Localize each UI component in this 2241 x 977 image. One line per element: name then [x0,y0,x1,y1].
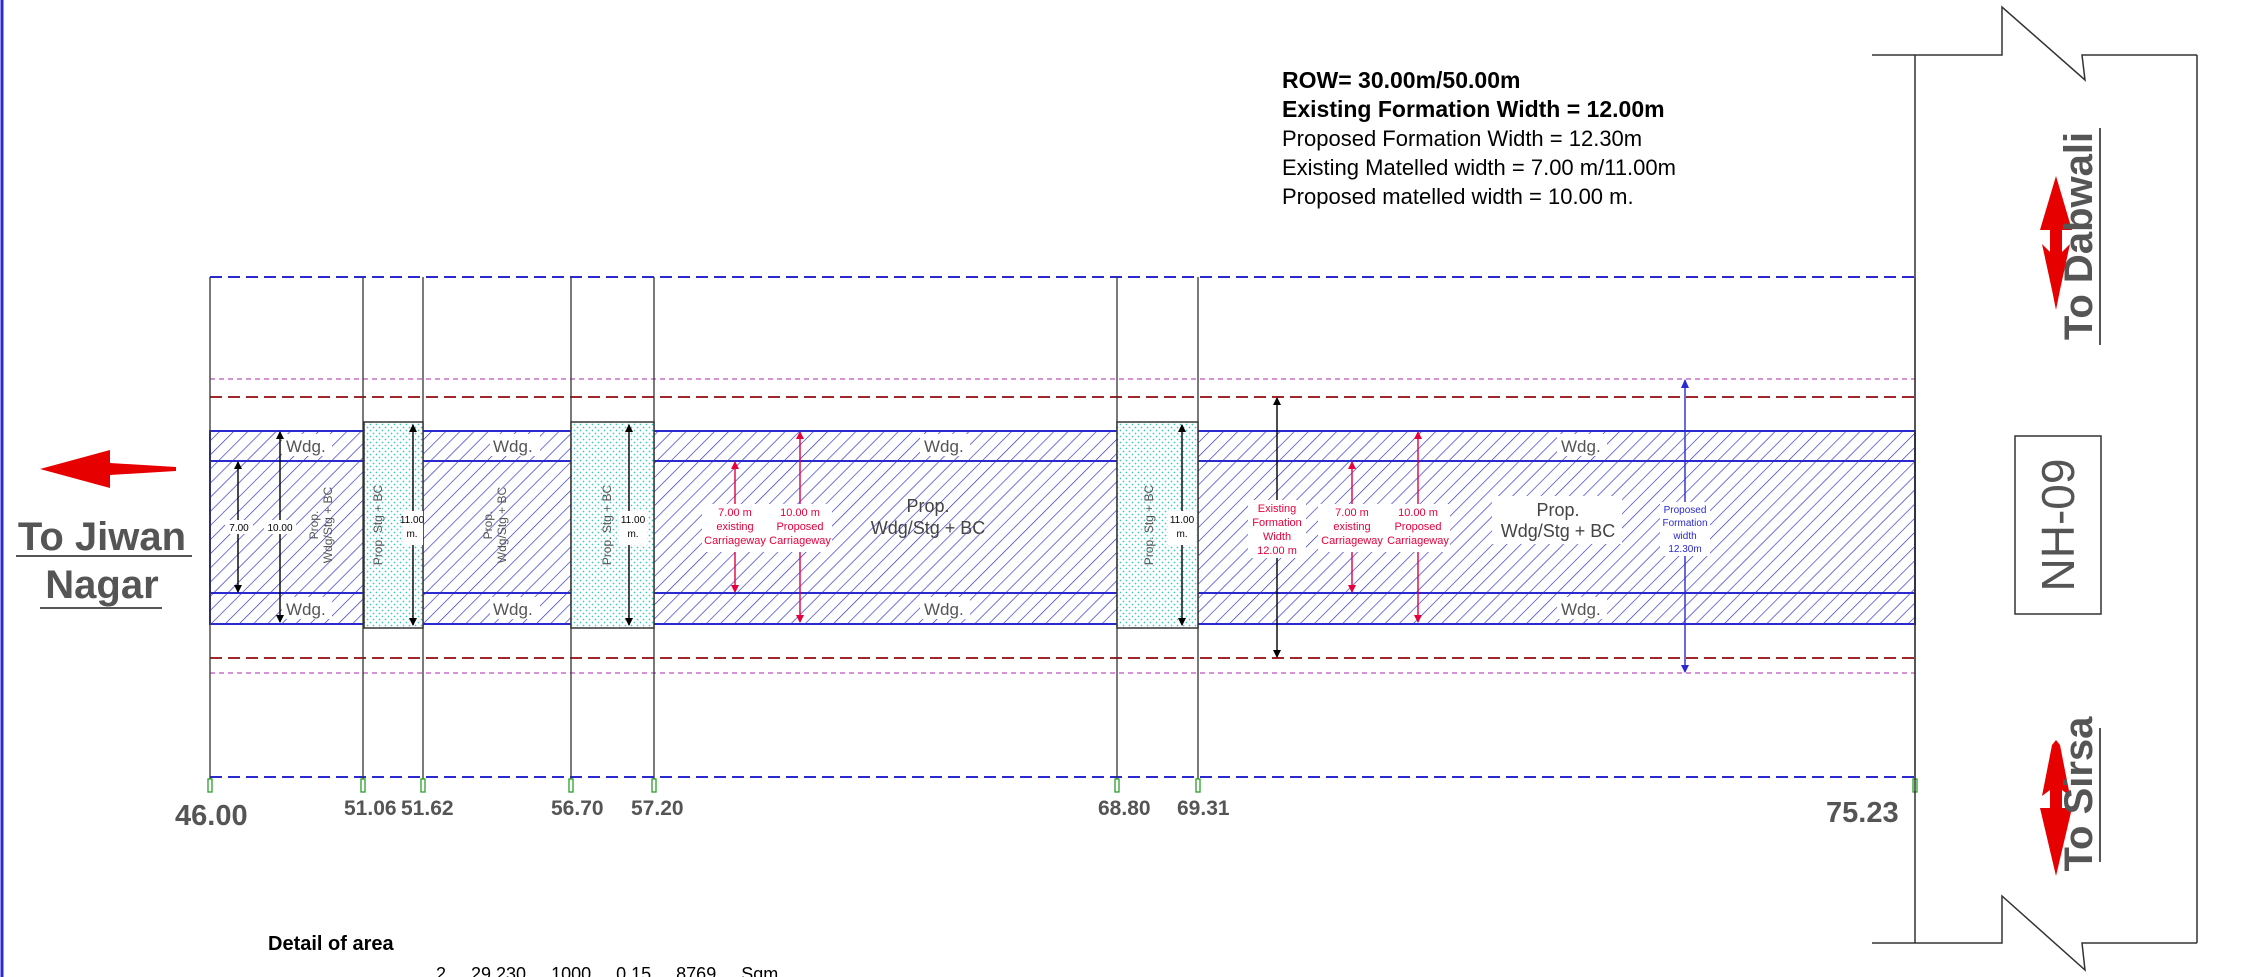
wdg-label: Wdg. [493,437,533,456]
svg-text:11.00: 11.00 [1170,515,1195,526]
proposed-formation-dim: Proposed Formation width 12.30m [1660,379,1710,673]
note-row: ROW= 30.00m/50.00m [1282,67,1520,93]
wdg-labels: Wdg. Wdg. Wdg. Wdg. Wdg. Wdg. Wdg. Wdg. [282,434,1607,619]
stg-label-1: Prop. Stg + BC [371,484,385,565]
svg-text:12.00 m: 12.00 m [1257,545,1297,557]
wdg-label: Wdg. [1561,600,1601,619]
svg-text:Wdg/Stg + BC: Wdg/Stg + BC [1501,521,1616,541]
prop-wdg-label-main: Prop. Wdg/Stg + BC [871,496,986,538]
existing-formation-dim: Existing Formation Width 12.00 m [1248,397,1306,658]
chainage-57-20: 57.20 [631,797,684,820]
stg-label-3: Prop. Stg + BC [1142,484,1156,565]
prop-wdg-label-right: Prop. Wdg/Stg + BC [1501,500,1616,541]
svg-text:Prop.: Prop. [481,511,495,540]
svg-text:Formation: Formation [1662,518,1707,529]
svg-text:m.: m. [406,529,417,540]
wdg-label: Wdg. [924,600,964,619]
svg-text:Carriageway: Carriageway [1321,535,1383,547]
carriageway-dims-2: 7.00 m existing Carriageway 10.00 m Prop… [1318,431,1450,623]
note-proposed-formation: Proposed Formation Width = 12.30m [1282,126,1642,151]
svg-text:11.00: 11.00 [621,515,646,526]
chainage-51-62: 51.62 [401,797,454,820]
prop-wdg-label-vertical-1: Prop. Wdg/Stg + BC [307,486,335,563]
svg-text:7.00 m: 7.00 m [718,507,752,519]
left-dimensions: 7.00 10.00 [225,431,296,623]
chainage-46: 46.00 [175,800,248,832]
svg-text:Formation: Formation [1252,517,1302,529]
wdg-label: Wdg. [286,437,326,456]
note-existing-formation: Existing Formation Width = 12.00m [1282,96,1665,122]
chainage-69-31: 69.31 [1177,797,1230,820]
svg-text:Width: Width [1263,531,1291,543]
svg-text:12.30m: 12.30m [1668,544,1701,555]
svg-text:Wdg/Stg + BC: Wdg/Stg + BC [321,486,335,563]
svg-text:Carriageway: Carriageway [704,535,766,547]
arrow-down-icon [2040,740,2072,876]
direction-left-line1: To Jiwan [18,515,186,559]
direction-bottom-right-label: To Sirsa [2057,716,2101,872]
wdg-label: Wdg. [286,600,326,619]
chainage-markers [207,778,1918,793]
wdg-label: Wdg. [493,600,533,619]
stg-label-2: Prop. Stg + BC [600,484,614,565]
note-proposed-matelled: Proposed matelled width = 10.00 m. [1282,184,1634,209]
svg-text:existing: existing [716,521,753,533]
prop-wdg-label-vertical-2: Prop. Wdg/Stg + BC [481,486,509,563]
svg-text:11.00: 11.00 [400,515,425,526]
direction-top-right: To Dabwali [2040,128,2101,345]
chainage-56-70: 56.70 [551,797,604,820]
notes-block: ROW= 30.00m/50.00m Existing Formation Wi… [1282,67,1676,209]
chainage-75-23: 75.23 [1826,797,1899,829]
svg-text:Wdg/Stg + BC: Wdg/Stg + BC [871,518,986,538]
direction-left-line2: Nagar [45,563,158,607]
note-existing-matelled: Existing Matelled width = 7.00 m/11.00m [1282,155,1676,180]
area-detail: Detail of area 2 29.230 1000 0.15 8769 S… [268,933,778,977]
road-plan: Prop. Stg + BC 11.00 m. Prop. Stg + BC 1… [175,276,1918,832]
arrow-left-icon [40,450,176,488]
svg-text:10.00: 10.00 [267,523,292,534]
svg-text:Prop.: Prop. [1536,500,1579,520]
svg-text:10.00 m: 10.00 m [1398,507,1438,519]
carriageway-dims-1: 7.00 m existing Carriageway 10.00 m Prop… [702,431,832,623]
road-name: NH-09 [2032,459,2084,592]
svg-text:10.00 m: 10.00 m [780,507,820,519]
direction-top-right-label: To Dabwali [2057,132,2101,340]
svg-text:Prop.: Prop. [906,496,949,516]
nh-road-symbol [1872,5,2198,972]
svg-text:Carriageway: Carriageway [1387,535,1449,547]
chainage-labels: 46.00 51.06 51.62 56.70 57.20 68.80 69.3… [175,797,1899,832]
direction-bottom-right: To Sirsa [2040,716,2101,876]
chainage-51-06: 51.06 [344,797,397,820]
svg-text:Proposed: Proposed [1394,521,1441,533]
arrow-up-icon [2040,176,2072,310]
svg-text:Wdg/Stg + BC: Wdg/Stg + BC [495,486,509,563]
direction-left: To Jiwan Nagar [16,450,192,609]
svg-text:Prop.: Prop. [307,511,321,540]
svg-text:Proposed: Proposed [1664,505,1707,516]
svg-text:existing: existing [1333,521,1370,533]
chainage-68-80: 68.80 [1098,797,1151,820]
stg-box-3: Prop. Stg + BC 11.00 m. [1116,421,1199,629]
svg-text:Proposed: Proposed [776,521,823,533]
svg-text:m.: m. [627,529,638,540]
svg-text:7.00: 7.00 [229,523,249,534]
svg-text:m.: m. [1176,529,1187,540]
svg-text:Existing: Existing [1258,503,1297,515]
area-row: 2 29.230 1000 0.15 8769 Sqm [436,964,778,977]
stg-box-1: Prop. Stg + BC 11.00 m. [363,421,425,629]
road-badge: NH-09 [2014,435,2102,615]
svg-text:Carriageway: Carriageway [769,535,831,547]
area-heading: Detail of area [268,933,394,955]
svg-text:width: width [1672,531,1696,542]
wdg-label: Wdg. [1561,437,1601,456]
svg-text:7.00 m: 7.00 m [1335,507,1369,519]
stg-box-2: Prop. Stg + BC 11.00 m. [570,421,655,629]
wdg-label: Wdg. [924,437,964,456]
carriageway-hatch [210,431,1915,624]
